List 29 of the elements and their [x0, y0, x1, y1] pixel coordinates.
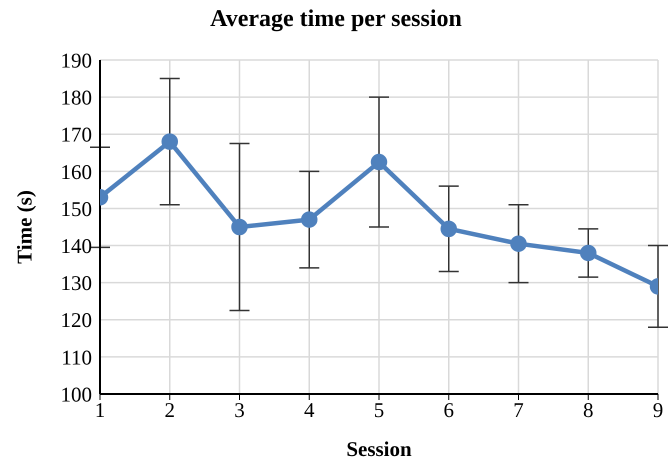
x-tick-label: 2	[164, 398, 175, 422]
point	[370, 154, 388, 170]
y-tick-label: 140	[60, 234, 92, 258]
x-tick-label: 9	[652, 398, 664, 422]
point	[440, 220, 457, 238]
x-tick-label: 4	[304, 398, 315, 422]
x-tick-label: 3	[234, 398, 245, 422]
x-axis-title: Session	[346, 437, 412, 461]
x-tick-label: 7	[513, 398, 524, 422]
chart-title: Average time per session	[209, 6, 463, 33]
y-tick-label: 130	[60, 271, 92, 296]
y-tick-label: 100	[60, 382, 92, 406]
point	[301, 211, 318, 228]
x-tick-label: 1	[94, 398, 106, 422]
y-tick-label: 180	[60, 86, 92, 110]
x-tick-label: 8	[583, 398, 594, 422]
y-tick-label: 120	[60, 308, 92, 332]
x-tick-label: 5	[374, 398, 384, 422]
y-axis-title: Time (s)	[12, 190, 36, 264]
y-tick-label: 110	[61, 345, 92, 370]
y-tick-label: 190	[60, 48, 92, 72]
point	[510, 235, 527, 252]
point	[162, 133, 178, 150]
point	[580, 244, 596, 262]
y-tick-label: 160	[60, 160, 92, 184]
y-tick-label: 170	[60, 122, 92, 147]
x-tick-label: 6	[444, 398, 454, 422]
y-tick-label: 150	[60, 196, 92, 221]
point	[231, 218, 248, 236]
